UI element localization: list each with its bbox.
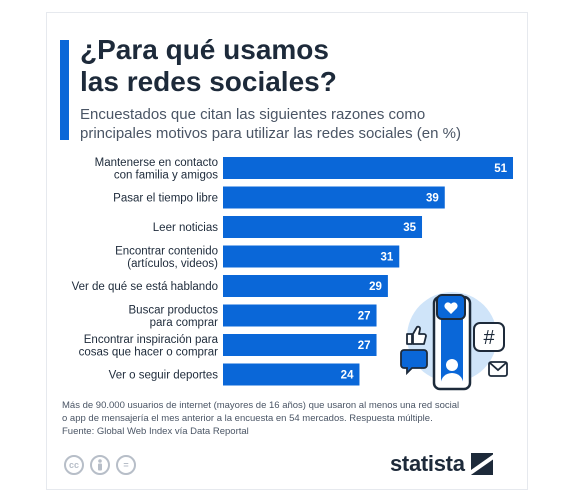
category-label-line: Mantenerse en contacto [95,157,218,169]
category-label-line: Leer noticias [153,222,218,234]
category-label-line: con familia y amigos [114,169,218,181]
bar [223,304,377,327]
category-label-line: Encontrar inspiración para [84,334,219,346]
hashtag-icon: # [473,322,505,352]
category-label-line: Buscar productos [129,304,219,316]
title-accent-bar [60,40,69,140]
mail-icon [488,361,508,377]
bar [223,186,445,209]
chart-subtitle-line: principales motivos para utilizar las re… [80,125,461,142]
bar-value-label: 27 [358,340,371,352]
bar-value-label: 24 [341,370,354,382]
bar-value-label: 51 [494,163,507,175]
bar [223,334,377,356]
social-illustration: # [400,292,508,391]
category-label: Ver o seguir deportes [109,370,219,382]
category-label-line: (artículos, videos) [127,258,218,270]
attribution-icon[interactable] [90,455,110,475]
category-label: Ver de qué se está hablando [72,281,218,293]
chart-title: ¿Para qué usamos las redes sociales? [80,34,500,98]
statista-logo[interactable]: statista [390,450,493,478]
bar-value-label: 27 [358,311,371,323]
category-label-line: para comprar [150,317,219,329]
chat-bubble-icon [400,349,428,376]
chart-subtitle: Encuestados que citan las siguientes raz… [80,105,520,143]
bar [223,275,388,297]
bar [223,245,400,268]
category-label: Encontrar contenido (artículos, videos) [115,245,218,270]
bar [223,216,423,238]
chart-subtitle-line: Encuestados que citan las siguientes raz… [80,106,426,123]
category-label: Mantenerse en contacto con familia y amig… [95,157,219,182]
category-label-line: Encontrar contenido [115,245,218,257]
license-icons: cc = [64,455,136,475]
chart-title-line: ¿Para qué usamos [80,34,329,65]
bar-value-label: 29 [369,281,382,293]
category-label-line: Pasar el tiempo libre [113,193,218,205]
chart-title-line: las redes sociales? [80,66,337,97]
cc-icon[interactable]: cc [64,455,84,475]
heart-icon [436,294,466,320]
bars-group: 51 Mantenerse en contacto con familia y am… [72,157,513,386]
category-label: Pasar el tiempo libre [113,193,218,205]
chart-note: Más de 90.000 usuarios de internet (mayo… [62,399,522,438]
source-line: Fuente: Global Web Index vía Data Report… [62,426,249,437]
logo-mark-icon [470,453,493,475]
equals-icon[interactable]: = [116,455,136,475]
like-icon [406,325,427,345]
category-label: Encontrar inspiración para cosas que hace… [79,334,219,359]
bar [223,363,360,386]
category-label: Buscar productos para comprar [129,304,219,329]
category-label-line: Ver de qué se está hablando [72,281,218,293]
category-label: Leer noticias [153,222,218,234]
logo-text: statista [390,451,465,476]
category-label-line: Ver o seguir deportes [109,370,219,382]
category-label-line: cosas que hacer o comprar [79,346,219,358]
bar-value-label: 31 [380,252,393,264]
bar-value-label: 39 [426,193,439,205]
bar [223,157,513,179]
note-line: Más de 90.000 usuarios de internet (mayo… [62,400,460,411]
note-line: o app de mensajería el mes anterior a la… [62,413,433,424]
bar-value-label: 35 [403,222,416,234]
svg-text:#: # [483,327,495,349]
